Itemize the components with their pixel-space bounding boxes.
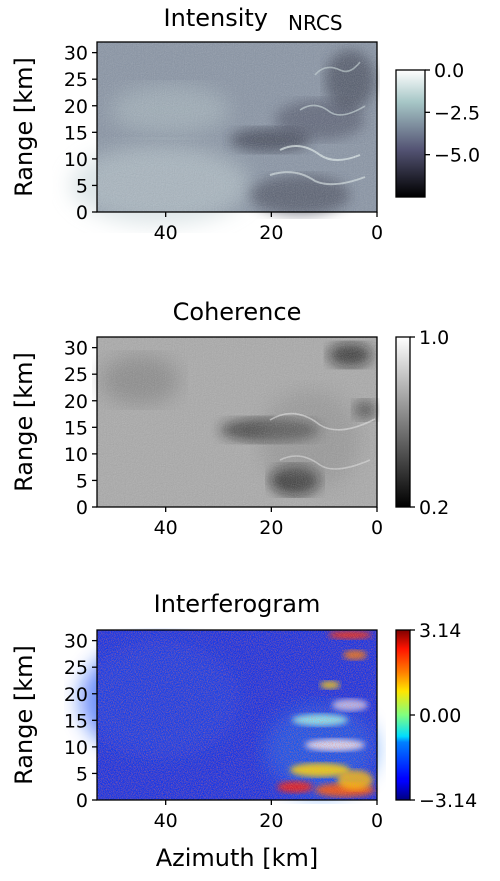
coherence-image: [97, 337, 377, 507]
y-tick-label: 20: [64, 96, 88, 118]
intensity-ticks: 40 20 0 0 5 10 15 20 25 30: [64, 43, 383, 244]
x-tick-label: 40: [154, 222, 178, 244]
coherence-ticks: 40 20 0 0 5 10 15 20 25 30: [64, 338, 383, 539]
x-tick-label: 20: [259, 222, 283, 244]
y-tick-label: 0: [76, 790, 88, 812]
y-tick-label: 10: [64, 444, 88, 466]
y-tick-label: 0: [76, 202, 88, 224]
interferogram-colorbar: 3.14 0.00 −3.14: [395, 620, 477, 812]
y-tick-label: 20: [64, 391, 88, 413]
panel-intensity: Intensity NRCS 40 20 0 0 5 10 15 20 25 30 Range […: [10, 4, 480, 244]
colorbar-tick-label: −3.14: [419, 790, 477, 812]
y-tick-label: 0: [76, 497, 88, 519]
y-tick-label: 25: [64, 657, 88, 679]
y-tick-label: 5: [76, 470, 88, 492]
intensity-ylabel: Range [km]: [10, 57, 38, 197]
y-tick-label: 20: [64, 684, 88, 706]
colorbar-tick-label: 0.00: [419, 705, 461, 727]
panel-intensity-title: Intensity: [164, 4, 268, 32]
intensity-image: [70, 42, 377, 225]
y-tick-label: 30: [64, 43, 88, 65]
x-tick-label: 0: [371, 810, 383, 832]
coherence-ylabel: Range [km]: [10, 352, 38, 492]
y-tick-label: 15: [64, 122, 88, 144]
x-tick-label: 0: [371, 222, 383, 244]
intensity-colorbar: 0.0 −2.5 −5.0: [395, 60, 480, 198]
y-tick-label: 25: [64, 364, 88, 386]
y-tick-label: 15: [64, 417, 88, 439]
colorbar-tick-label: −5.0: [434, 145, 480, 167]
interferogram-axes-frame: [96, 629, 378, 801]
y-tick-label: 30: [64, 631, 88, 653]
x-tick-label: 40: [154, 810, 178, 832]
panel-interferogram-title: Interferogram: [154, 590, 321, 618]
y-tick-label: 5: [76, 763, 88, 785]
x-tick-label: 20: [259, 517, 283, 539]
x-tick-label: 0: [371, 517, 383, 539]
x-tick-label: 20: [259, 810, 283, 832]
interferogram-ticks: 40 20 0 0 5 10 15 20 25 30: [64, 631, 383, 832]
colorbar-tick-label: 1.0: [419, 327, 449, 349]
y-tick-label: 15: [64, 710, 88, 732]
interferogram-ylabel: Range [km]: [10, 645, 38, 785]
panel-coherence: Coherence 40 20 0 0 5 10 15 20 25 30 Range [km] 1…: [10, 298, 449, 539]
interferogram-image: [80, 630, 377, 800]
colorbar-tick-label: 0.2: [419, 497, 449, 519]
coherence-colorbar: 1.0 0.2: [395, 327, 449, 519]
colorbar-tick-label: 3.14: [419, 620, 461, 642]
colorbar-tick-label: 0.0: [434, 60, 464, 82]
y-tick-label: 10: [64, 149, 88, 171]
intensity-axes-frame: [96, 41, 378, 213]
panel-interferogram: Interferogram 40 20 0 0 5 10 15 20 25 30 Range [k…: [10, 590, 477, 872]
interferogram-xlabel: Azimuth [km]: [156, 844, 319, 872]
colorbar-tick-label: −2.5: [434, 102, 480, 124]
y-tick-label: 10: [64, 737, 88, 759]
coherence-axes-frame: [96, 336, 378, 508]
y-tick-label: 25: [64, 69, 88, 91]
x-tick-label: 40: [154, 517, 178, 539]
y-tick-label: 30: [64, 338, 88, 360]
panel-coherence-title: Coherence: [173, 298, 302, 326]
panel-intensity-title-suffix: NRCS: [288, 11, 343, 35]
y-tick-label: 5: [76, 175, 88, 197]
